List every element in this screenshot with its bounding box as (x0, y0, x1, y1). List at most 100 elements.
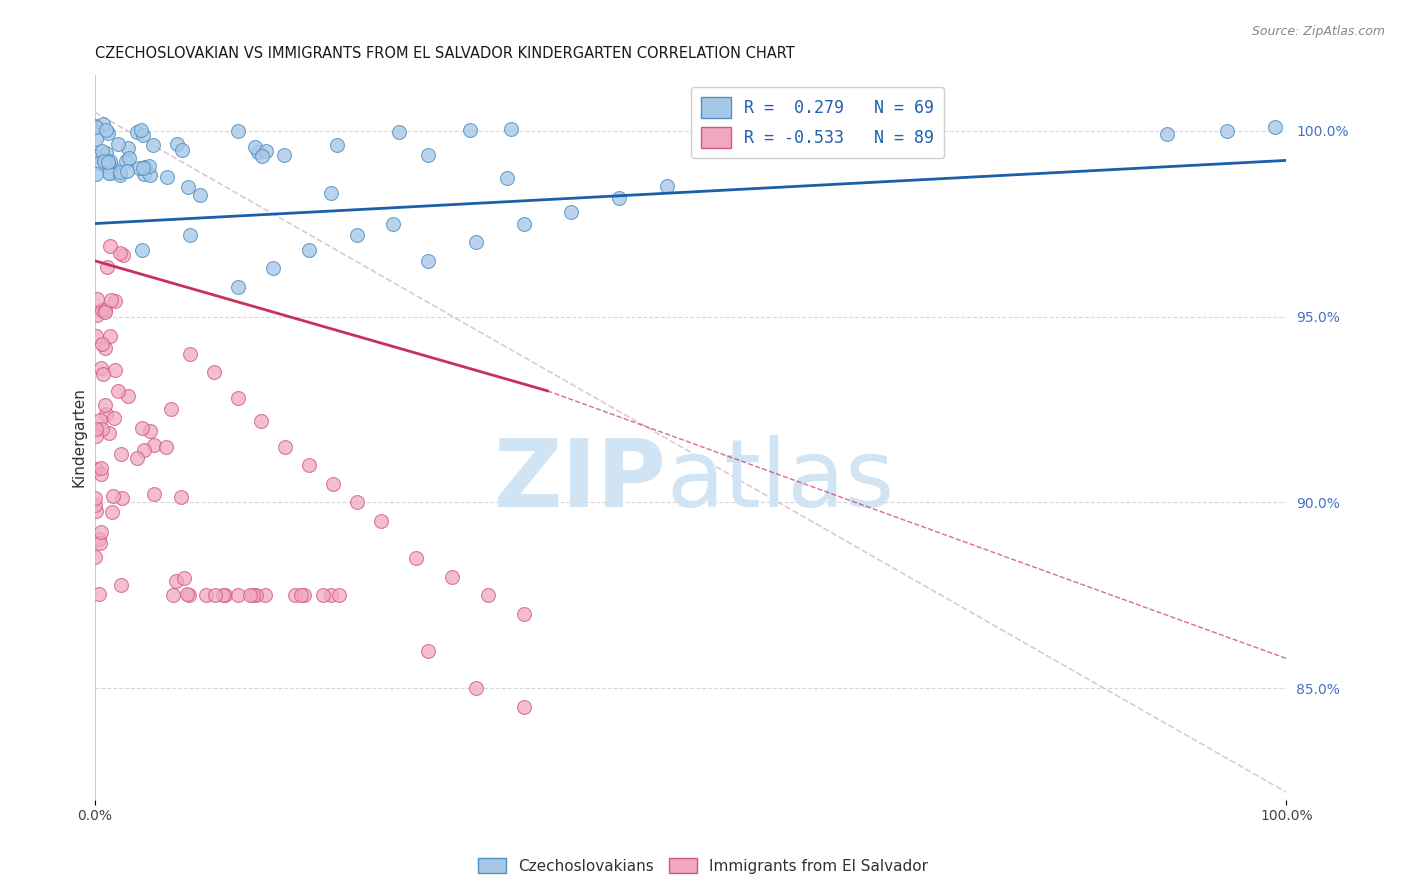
Point (117, 141, 139, 155)
Point (108, 246, 131, 260)
Point (254, 144, 277, 158)
Point (111, 247, 134, 261)
Point (98, 329, 121, 343)
Point (284, 588, 307, 602)
Point (321, 588, 343, 602)
Point (93, 153, 115, 168)
Text: CZECHOSLOVAKIAN VS IMMIGRANTS FROM EL SALVADOR KINDERGARTEN CORRELATION CHART: CZECHOSLOVAKIAN VS IMMIGRANTS FROM EL SA… (94, 46, 794, 62)
Point (156, 170, 179, 185)
Point (160, 401, 183, 416)
Point (179, 227, 201, 242)
Point (204, 588, 226, 602)
Point (111, 491, 134, 506)
Point (108, 168, 131, 182)
Point (560, 205, 582, 219)
Point (94, 123, 117, 137)
Text: Source: ZipAtlas.com: Source: ZipAtlas.com (1251, 25, 1385, 38)
Point (319, 186, 342, 201)
Point (155, 440, 177, 454)
Point (226, 124, 249, 138)
Point (104, 363, 127, 377)
Point (100, 166, 122, 180)
Point (98, 166, 121, 180)
Point (87, 587, 110, 601)
Point (166, 137, 188, 152)
Point (246, 145, 269, 159)
Point (91, 117, 114, 131)
Point (110, 578, 132, 592)
Point (273, 148, 295, 162)
Point (89, 413, 111, 427)
Point (110, 447, 132, 461)
Point (388, 125, 411, 139)
Point (87, 155, 110, 169)
Point (104, 294, 127, 309)
Point (101, 489, 124, 503)
Point (84, 498, 107, 512)
Point (94, 407, 117, 421)
Point (465, 235, 488, 249)
Point (607, 190, 630, 204)
Point (226, 588, 249, 602)
Point (84, 550, 107, 565)
Point (253, 588, 276, 602)
Point (89, 532, 111, 546)
Point (173, 571, 195, 585)
Point (405, 551, 427, 566)
Point (179, 347, 201, 361)
Point (125, 125, 148, 139)
Point (128, 161, 150, 176)
Point (177, 180, 200, 194)
Point (418, 644, 440, 658)
Point (101, 505, 124, 519)
Point (132, 167, 155, 181)
Point (170, 143, 193, 157)
Point (143, 487, 166, 501)
Point (84, 167, 107, 181)
Point (381, 217, 404, 231)
Point (499, 121, 522, 136)
Point (90, 422, 112, 436)
Point (512, 607, 534, 621)
Point (243, 140, 266, 154)
Point (138, 424, 160, 438)
Point (90, 467, 112, 482)
Point (91, 145, 114, 159)
Point (418, 253, 440, 268)
Point (322, 476, 344, 491)
Point (346, 227, 368, 242)
Point (97, 155, 120, 169)
Point (108, 165, 131, 179)
Point (91, 368, 114, 382)
Text: atlas: atlas (666, 434, 896, 527)
Point (94, 303, 117, 318)
Point (239, 588, 262, 602)
Point (242, 588, 264, 602)
Point (262, 261, 284, 276)
Point (143, 438, 166, 452)
Point (326, 138, 349, 153)
Point (418, 148, 440, 162)
Point (100, 293, 122, 307)
Point (118, 151, 141, 165)
Point (165, 574, 187, 588)
Point (298, 243, 321, 257)
Point (496, 171, 519, 186)
Point (177, 588, 200, 602)
Point (84, 504, 107, 518)
Point (131, 123, 153, 137)
Point (84, 491, 107, 505)
Point (250, 148, 273, 162)
Point (162, 588, 184, 602)
Point (115, 163, 138, 178)
Point (101, 160, 124, 174)
Point (370, 514, 392, 528)
Point (226, 279, 249, 293)
Point (107, 136, 129, 151)
Point (292, 588, 315, 602)
Point (98, 238, 121, 252)
Point (91, 303, 114, 318)
Point (90, 461, 112, 475)
Point (94, 398, 117, 412)
Point (86, 309, 108, 323)
